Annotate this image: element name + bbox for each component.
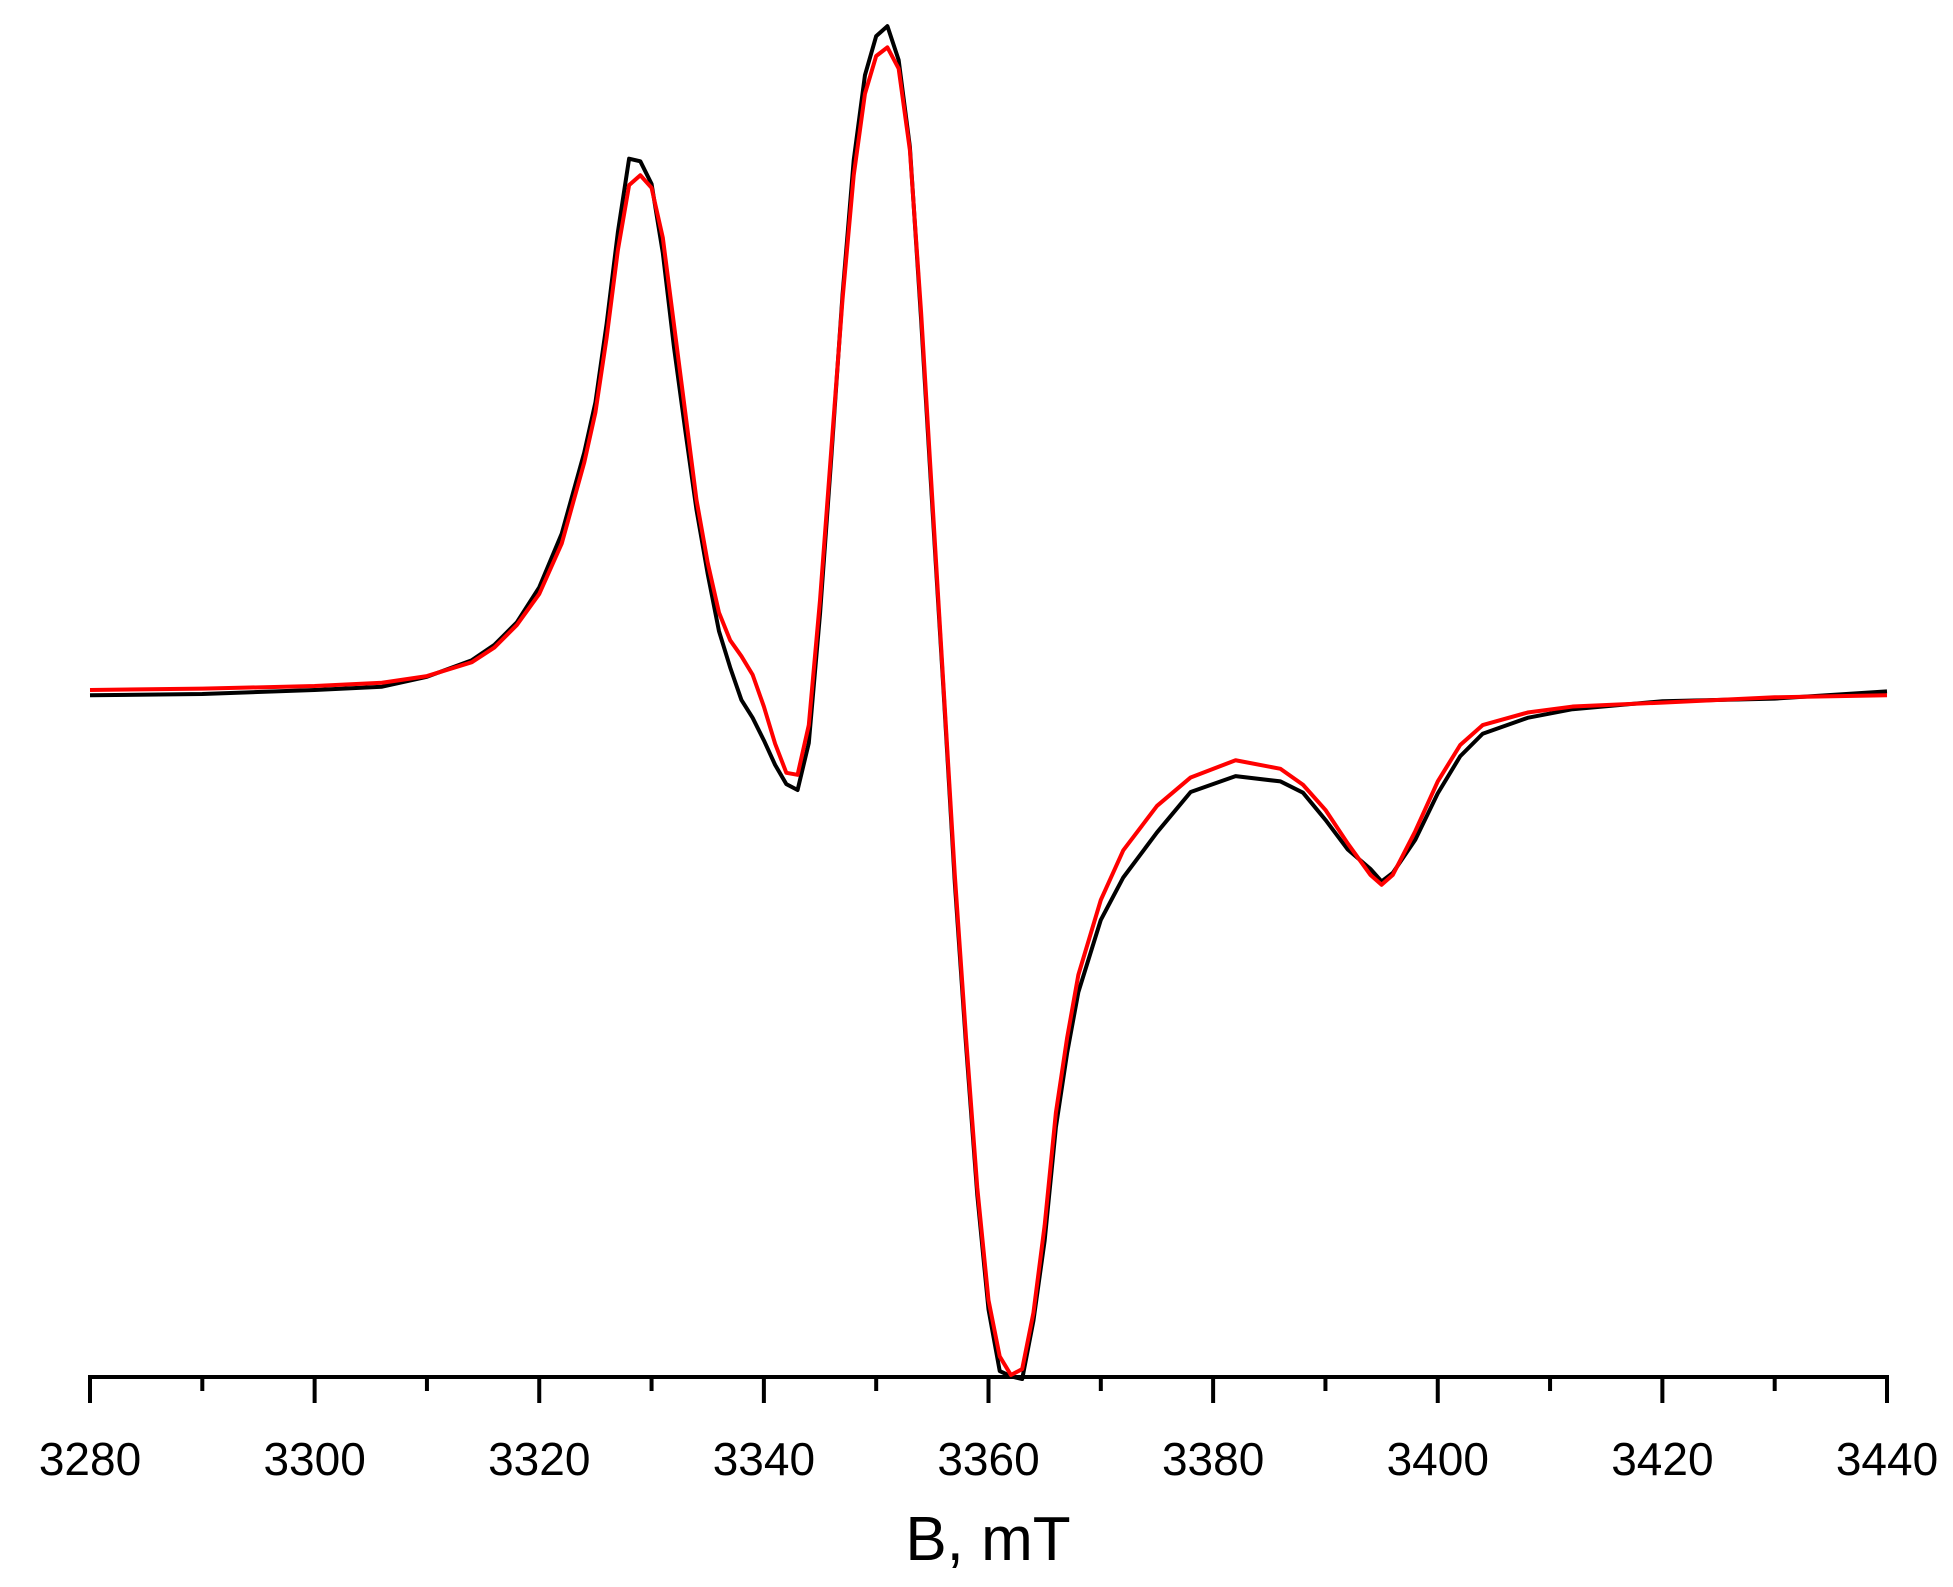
x-tick-label: 3380 (1162, 1433, 1264, 1485)
x-axis-label: B, mT (905, 1505, 1070, 1574)
x-tick-label: 3280 (39, 1433, 141, 1485)
x-tick-label: 3360 (937, 1433, 1039, 1485)
x-tick-label: 3420 (1611, 1433, 1713, 1485)
x-tick-label: 3440 (1836, 1433, 1938, 1485)
x-tick-label: 3340 (713, 1433, 815, 1485)
x-tick-label: 3320 (488, 1433, 590, 1485)
spectrum-line (89, 45, 1888, 1378)
x-tick-label: 3300 (263, 1433, 365, 1485)
x-tick-label: 3400 (1387, 1433, 1489, 1485)
spectrum-line (89, 24, 1888, 1381)
